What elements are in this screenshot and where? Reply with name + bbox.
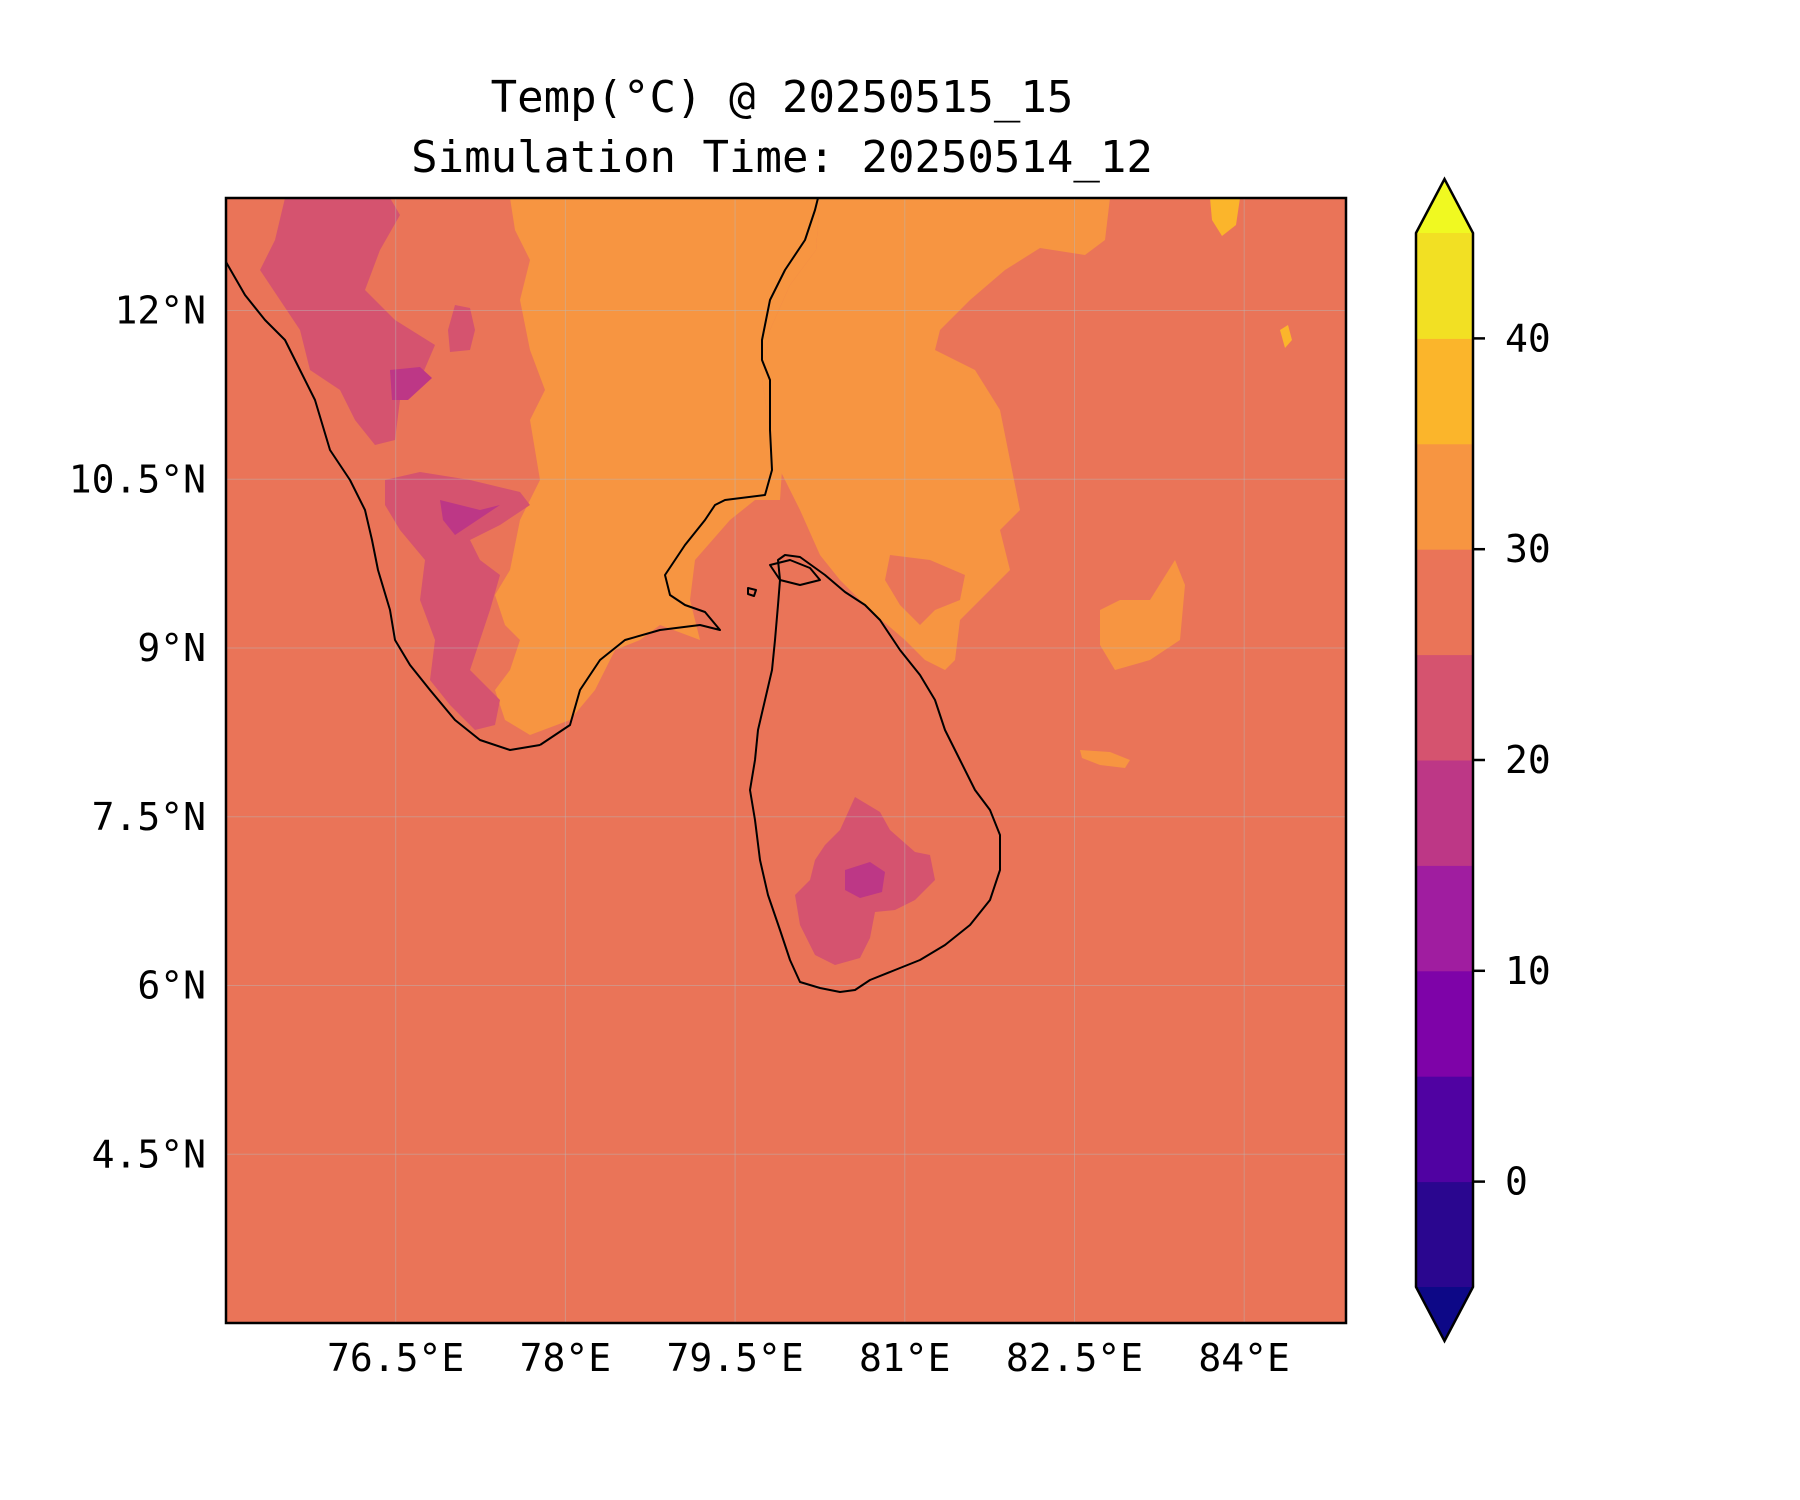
colorbar-level-1 <box>1416 1076 1473 1183</box>
lat-tick-label: 7.5°N <box>92 795 206 839</box>
colorbar-tick-label: 20 <box>1505 738 1551 782</box>
temperature-region-20-25-ghats-south <box>385 472 530 730</box>
title-line-2: Simulation Time: 20250514_12 <box>411 132 1153 183</box>
lat-tick-label: 12°N <box>114 289 206 333</box>
lat-tick-label: 6°N <box>137 964 206 1008</box>
colorbar-tick-label: 40 <box>1505 316 1551 360</box>
lat-tick-label: 4.5°N <box>92 1132 206 1176</box>
map-frame <box>224 196 1348 1325</box>
title-line-1: Temp(°C) @ 20250515_15 <box>491 72 1074 123</box>
lon-tick-label: 81°E <box>859 1336 951 1380</box>
colorbar-outline <box>1414 176 1475 1344</box>
coastline-srilanka <box>749 554 1001 993</box>
temperature-region-15-20-pocket-2 <box>440 500 500 535</box>
colorbar-level-9 <box>1416 233 1473 339</box>
coastline-jaffna <box>769 559 821 586</box>
coastline-india-west <box>226 261 541 751</box>
lon-tick-label: 76.5°E <box>327 1336 464 1380</box>
lat-tick-labels: 12°N 10.5°N 9°N 7.5°N 6°N 4.5°N <box>69 289 206 1177</box>
lon-tick-labels: 76.5°E 78°E 79.5°E 81°E 82.5°E 84°E <box>327 1336 1290 1380</box>
coastlines <box>226 198 1001 993</box>
temperature-region-30-35-offshore <box>1100 560 1185 670</box>
temperature-region-30-35-offshore-2 <box>1080 750 1130 768</box>
coastline-islet <box>747 587 757 597</box>
temperature-region-30-35-india <box>495 198 820 735</box>
map-panel <box>226 198 1346 1323</box>
colorbar-level-0 <box>1416 1181 1473 1288</box>
colorbar-level-5 <box>1416 654 1473 761</box>
temperature-region-30-35-bay <box>762 198 1110 670</box>
colorbar-level-4 <box>1416 760 1473 866</box>
colorbar-tick-label: 30 <box>1505 527 1551 571</box>
lat-tick-label: 9°N <box>137 626 206 670</box>
colorbar-over-extension <box>1416 179 1473 233</box>
colorbar-tick-label: 0 <box>1505 1160 1528 1204</box>
lon-tick-label: 82.5°E <box>1006 1336 1143 1380</box>
lat-tick-label: 10.5°N <box>69 457 206 501</box>
colorbar-tick-label: 10 <box>1505 949 1551 993</box>
lon-tick-label: 78°E <box>520 1336 612 1380</box>
gridlines <box>226 198 1346 1323</box>
lon-tick-label: 84°E <box>1198 1336 1290 1380</box>
lon-tick-label: 79.5°E <box>666 1336 803 1380</box>
temperature-region-15-20-pocket-1 <box>390 367 432 400</box>
temperature-region-20-25-ghats-north-2 <box>448 305 475 352</box>
colorbar: 0 10 20 30 40 <box>1414 176 1551 1344</box>
colorbar-level-7 <box>1416 443 1473 550</box>
colorbar-level-6 <box>1416 549 1473 656</box>
colorbar-level-8 <box>1416 338 1473 445</box>
coastline-india-southeast <box>539 198 819 746</box>
colorbar-level-3 <box>1416 865 1473 972</box>
colorbar-under-extension <box>1416 1287 1473 1341</box>
temperature-region-35-40-patch <box>1280 325 1292 348</box>
temperature-region-35-40-patch-2 <box>1210 198 1240 236</box>
temperature-region-15-20-srilanka <box>845 862 885 898</box>
temperature-region-25-30-bay-island <box>885 555 965 625</box>
colorbar-level-2 <box>1416 970 1473 1077</box>
